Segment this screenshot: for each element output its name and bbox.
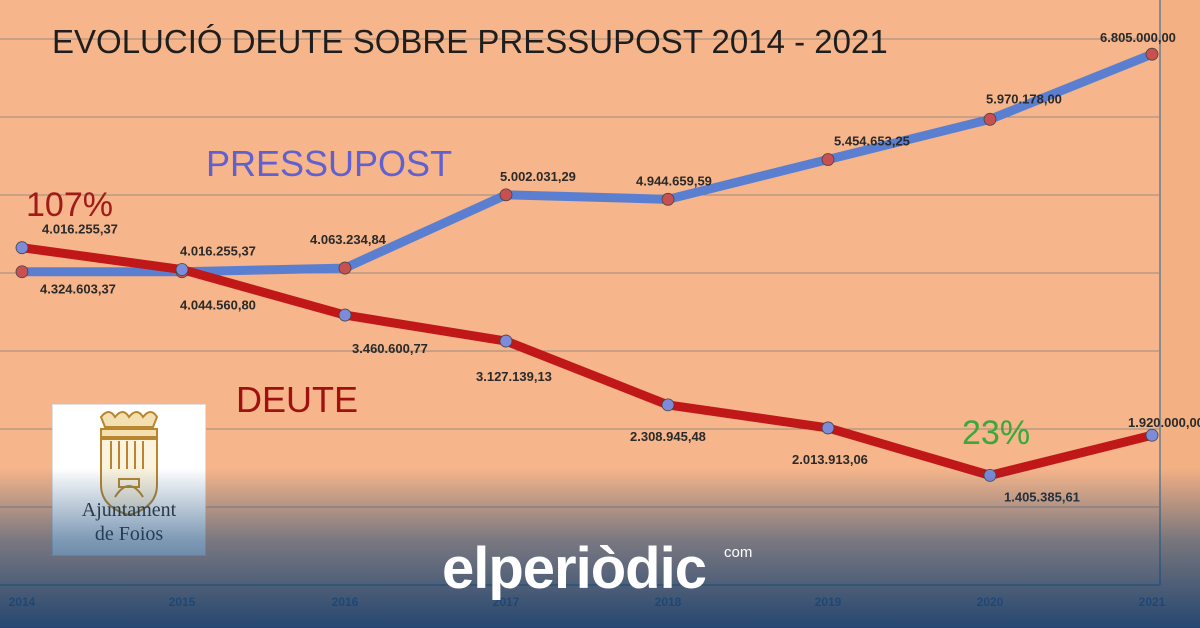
- data-label: 1.405.385,61: [1004, 489, 1080, 504]
- data-point: [983, 468, 997, 482]
- logo-text-line2: de Foios: [94, 523, 164, 545]
- data-point: [983, 112, 997, 126]
- series-label-deute: DEUTE: [236, 379, 358, 420]
- data-point: [499, 188, 513, 202]
- x-tick-label: 2016: [332, 595, 359, 609]
- data-point: [821, 153, 835, 166]
- data-label: 3.460.600,77: [352, 341, 428, 356]
- data-label: 4.016.255,37: [42, 222, 118, 237]
- data-point: [1145, 428, 1159, 442]
- series-layer: 4.016.255,37 4.016.255,37 4.063.234,84 5.00…: [15, 30, 1200, 504]
- data-point: [15, 265, 29, 279]
- data-label: 5.454.653,25: [834, 134, 910, 149]
- data-point: [15, 241, 29, 255]
- data-point: [661, 398, 675, 412]
- annotation-107-percent: 107%: [26, 186, 113, 224]
- data-point: [338, 261, 352, 275]
- x-tick-label: 2020: [977, 595, 1004, 609]
- series-line-deute: [17, 243, 1157, 480]
- data-point: [821, 421, 835, 435]
- logo-text-line1: Ajuntament: [81, 499, 177, 521]
- data-label: 3.127.139,13: [476, 369, 552, 384]
- data-label: 2.013.913,06: [792, 452, 868, 467]
- data-label: 5.970.178,00: [986, 91, 1062, 106]
- x-tick-label: 2019: [815, 595, 842, 609]
- series-line-pressupost: [17, 49, 1157, 277]
- brand-logo: elperiòdic: [442, 536, 707, 601]
- ajuntament-logo: Ajuntament de Foios: [52, 404, 206, 556]
- data-point: [499, 334, 513, 348]
- data-label: 2.308.945,48: [630, 429, 706, 444]
- x-tick-label: 2014: [9, 595, 36, 609]
- data-point: [175, 263, 189, 276]
- data-point: [1145, 47, 1159, 61]
- data-label: 6.805.000,00: [1100, 30, 1176, 45]
- data-point: [338, 308, 352, 322]
- series-label-pressupost: PRESSUPOST: [206, 143, 452, 184]
- data-label: 4.044.560,80: [180, 298, 256, 313]
- x-tick-label: 2015: [169, 595, 196, 609]
- data-label: 4.016.255,37: [180, 244, 256, 259]
- data-label: 4.324.603,37: [40, 282, 116, 297]
- data-label: 4.063.234,84: [310, 232, 387, 247]
- data-point: [661, 192, 675, 206]
- data-label: 4.944.659,59: [636, 173, 712, 188]
- chart-title: EVOLUCIÓ DEUTE SOBRE PRESSUPOST 2014 - 2…: [52, 23, 888, 60]
- data-label: 5.002.031,29: [500, 169, 576, 184]
- data-label: 1.920.000,00: [1128, 415, 1200, 430]
- annotation-23-percent: 23%: [962, 414, 1030, 452]
- x-tick-label: 2021: [1139, 595, 1166, 609]
- brand-suffix: com: [724, 544, 753, 561]
